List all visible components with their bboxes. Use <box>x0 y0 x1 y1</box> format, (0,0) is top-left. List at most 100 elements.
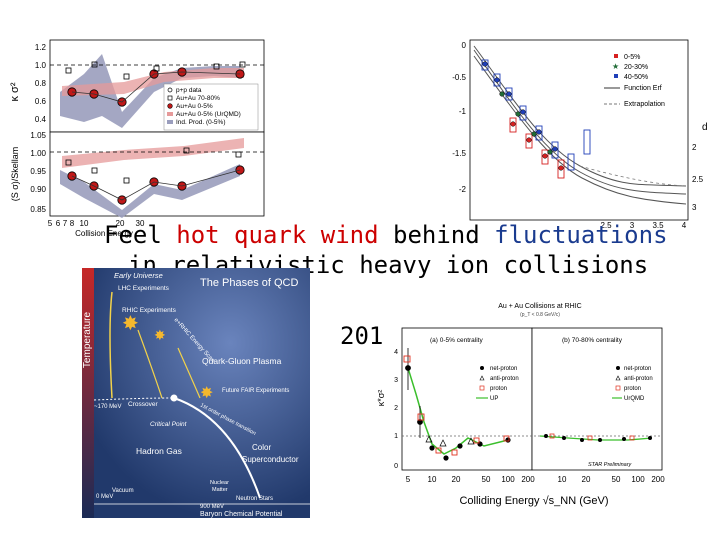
ytick: 1.0 <box>35 61 47 70</box>
color-superconductor-label-2: Superconductor <box>242 455 299 464</box>
xtick: 10 <box>428 475 437 484</box>
legend-b-proton: proton <box>624 386 641 392</box>
xtick: 200 <box>521 475 535 484</box>
slide-title: Feel hot quark wind behind fluctuations … <box>104 220 704 280</box>
legend-extrapolation: Extrapolation <box>624 101 665 108</box>
t170-label: ~170 MeV <box>94 404 122 410</box>
ytick: 0 <box>394 463 398 470</box>
xtick: 5 <box>406 475 411 484</box>
y-axis-label-bottom: (S σ)/Skellam <box>10 147 20 202</box>
x-axis-label: Colliding Energy √s_NN (GeV) <box>459 495 608 507</box>
early-universe-label: Early Universe <box>114 271 163 280</box>
xtick: 4 <box>682 221 687 230</box>
ytick: 0.90 <box>30 185 46 194</box>
legend-urqmd: Au+Au 0-5% (UrQMD) <box>176 111 241 118</box>
xtick: 6 <box>56 219 61 228</box>
xtick: 3.5 <box>652 221 664 230</box>
panel-b-label: (b) 70-80% centrality <box>562 337 623 344</box>
legend-ind-prod: Ind. Prod. (0-5%) <box>176 119 226 126</box>
ytick: 1 <box>394 433 398 440</box>
ytick-right: 3 <box>692 203 697 212</box>
vacuum-label: Vacuum <box>112 488 134 494</box>
ytick: 1.05 <box>30 131 46 140</box>
ytick: -2 <box>459 185 467 194</box>
qcd-title: The Phases of QCD <box>200 277 298 289</box>
mu-axis-label: Baryon Chemical Potential <box>200 511 283 518</box>
legend-b-net-proton: net-proton <box>624 366 651 372</box>
legend-40-50: 40-50% <box>624 74 648 81</box>
legend-b-anti-proton: anti-proton <box>624 376 653 382</box>
xtick: 2.5 <box>600 221 612 230</box>
ytick-right: 2 <box>692 143 697 152</box>
y-axis-label: κ*σ² <box>376 390 386 407</box>
future-fair-label: Future FAIR Experiments <box>222 388 289 394</box>
kappa-sigma-figure: p+p data Au+Au 70-80% Au+Au 0-5% Au+Au 0… <box>4 34 266 240</box>
ytick: -1.5 <box>452 149 466 158</box>
xtick: 200 <box>651 475 665 484</box>
ytick: -1 <box>459 107 467 116</box>
xtick: 20 <box>452 475 461 484</box>
legend-auau-7080: Au+Au 70-80% <box>176 95 220 102</box>
mu900-label: 900 MeV <box>200 504 224 510</box>
legend-erf: Function Erf <box>624 85 662 92</box>
crossover-label: Crossover <box>128 401 158 408</box>
xtick: 10 <box>80 219 89 228</box>
year-fragment: 201 <box>340 322 384 350</box>
qcd-phase-diagram: Temperature The Phases of QCD Early Univ… <box>82 268 310 518</box>
xtick: 10 <box>558 475 567 484</box>
ytick: 3 <box>394 377 398 384</box>
star-preliminary-label: STAR Preliminary <box>588 462 633 468</box>
burst-icon: ✸ <box>154 327 166 343</box>
legend-net-proton: net-proton <box>490 366 517 372</box>
right-axis-label: d <box>702 122 708 133</box>
ytick: 2 <box>394 405 398 412</box>
ytick: 0.95 <box>30 167 46 176</box>
xtick: 50 <box>482 475 491 484</box>
ytick: 1.00 <box>30 149 46 158</box>
title-highlight-fluctuations: fluctuations <box>494 221 668 249</box>
critical-point-marker <box>170 394 178 402</box>
temperature-axis-label: Temperature <box>82 311 93 368</box>
nuclear-matter-label-2: Matter <box>212 487 228 493</box>
critical-point-label: Critical Point <box>150 421 188 428</box>
title-highlight-hot: hot quark wind <box>176 221 379 249</box>
xtick: 100 <box>501 475 515 484</box>
hadron-gas-label: Hadron Gas <box>136 446 182 456</box>
title-text: behind <box>378 221 495 249</box>
title-text: Feel <box>104 221 177 249</box>
ytick: 4 <box>394 349 398 356</box>
xtick: 3 <box>630 221 635 230</box>
ytick-right: 2.5 <box>692 175 704 184</box>
sigma-curve-figure: 0-5% ★ 20-30% 40-50% Function Erf Extrap… <box>440 34 716 230</box>
lhc-label: LHC Experiments <box>118 285 170 292</box>
svg-text:★: ★ <box>612 62 619 71</box>
nuclear-matter-label-1: Nuclear <box>210 480 229 486</box>
y-axis-label-top: κ σ² <box>9 82 21 101</box>
legend-pp: p+p data <box>176 87 202 94</box>
ytick: 0.6 <box>35 97 47 106</box>
xtick: 20 <box>116 219 125 228</box>
legend-20-30: 20-30% <box>624 64 648 71</box>
legend-anti-proton: anti-proton <box>490 376 519 382</box>
xtick: 30 <box>136 219 145 228</box>
burst-icon: ✸ <box>122 313 139 335</box>
ytick: 0.4 <box>35 115 47 124</box>
star-subtitle: (p_T < 0.8 GeV/c) <box>520 312 560 318</box>
color-superconductor-label-1: Color <box>252 443 271 452</box>
legend-0-5: 0-5% <box>624 54 640 61</box>
ytick: 1.2 <box>35 43 47 52</box>
star-kappa-figure: Au + Au Collisions at RHIC (p_T < 0.8 Ge… <box>368 298 668 532</box>
xtick: 5 <box>48 219 53 228</box>
t0-label: 0 MeV <box>96 494 113 500</box>
ytick: 0 <box>462 41 467 50</box>
xtick: 7 <box>63 219 68 228</box>
xtick: 100 <box>631 475 645 484</box>
star-title: Au + Au Collisions at RHIC <box>498 303 581 310</box>
ytick: -0.5 <box>452 73 466 82</box>
ytick: 0.85 <box>30 205 46 214</box>
legend-urqmd: UP <box>490 396 498 402</box>
x-axis-label: Collision Energy <box>75 229 133 238</box>
burst-icon: ✸ <box>200 385 213 402</box>
legend-auau-05: Au+Au 0-5% <box>176 103 213 110</box>
xtick: 8 <box>70 219 75 228</box>
